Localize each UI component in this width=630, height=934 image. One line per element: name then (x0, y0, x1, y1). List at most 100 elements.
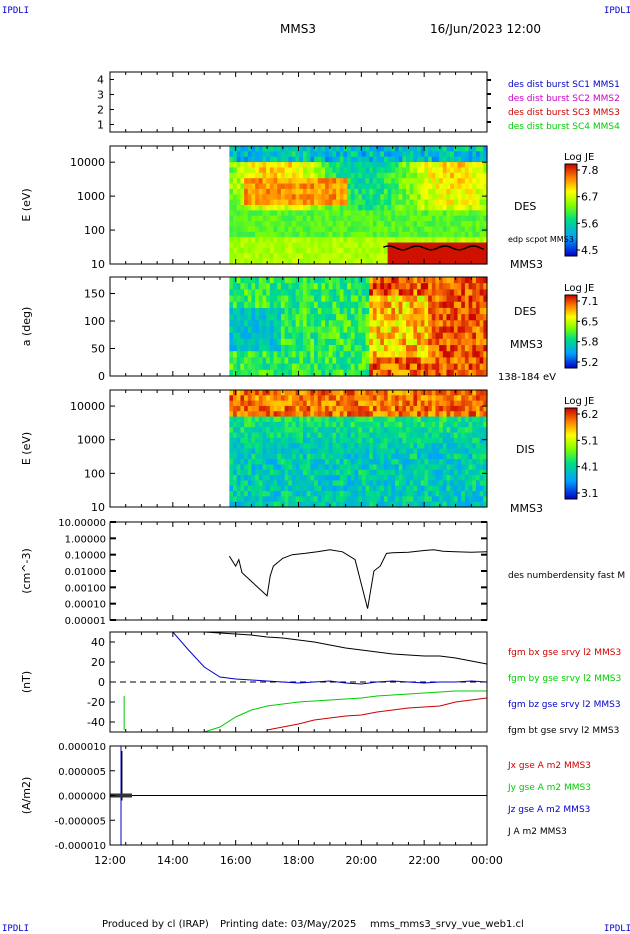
spectrogram-cell (424, 307, 429, 315)
spectrogram-cell (233, 205, 238, 211)
spectrogram-cell (450, 480, 455, 487)
spectrogram-cell (258, 295, 264, 303)
spectrogram-cell (413, 320, 418, 328)
spectrogram-cell (236, 432, 242, 439)
spectrogram-cell (332, 432, 337, 439)
spectrogram-cell (420, 167, 426, 174)
spectrogram-cell (464, 242, 470, 249)
spectrogram-cell (391, 194, 396, 201)
spectrogram-cell (251, 427, 256, 434)
spectrogram-cell (417, 231, 422, 238)
corner-tag-top-right: IPDLI (604, 6, 630, 16)
spectrogram-cell (258, 469, 264, 476)
series-line (172, 631, 488, 685)
spectrogram-cell (461, 464, 466, 471)
spectrogram-cell (461, 459, 466, 466)
spectrogram-cell (372, 199, 378, 206)
spectrogram-cell (336, 400, 341, 407)
spectrogram-cell (479, 390, 484, 396)
spectrogram-cell (328, 247, 334, 254)
spectrogram-cell (475, 480, 481, 487)
spectrogram-cell (273, 237, 278, 244)
spectrogram-cell (479, 253, 484, 260)
spectrogram-cell (229, 338, 234, 346)
spectrogram-cell (391, 320, 396, 328)
spectrogram-cell (288, 411, 293, 418)
spectrogram-cell (251, 151, 256, 158)
spectrogram-cell (428, 464, 433, 471)
spectrogram-cell (479, 188, 484, 195)
spectrogram-cell (277, 475, 282, 482)
spectrogram-cell (372, 496, 378, 503)
spectrogram-cell (269, 226, 275, 233)
spectrogram-cell (457, 242, 462, 249)
spectrogram-cell (251, 237, 256, 244)
spectrogram-cell (376, 491, 381, 497)
spectrogram-cell (280, 247, 286, 254)
spectrogram-cell (269, 464, 275, 471)
colorbar (564, 163, 578, 257)
spectrogram-cell (409, 183, 414, 190)
spectrogram-cell (240, 459, 245, 466)
spectrogram-cell (347, 437, 352, 444)
spectrogram-cell (328, 448, 334, 455)
spectrogram-cell (262, 345, 267, 352)
spectrogram-cell (269, 326, 275, 334)
spectrogram-cell (229, 301, 234, 309)
spectrogram-cell (343, 151, 348, 158)
spectrogram-cell (262, 464, 267, 471)
spectrogram-cell (299, 351, 304, 359)
spectrogram-cell (262, 427, 267, 434)
spectrogram-cell (475, 326, 481, 334)
y-tick-label: 10 (91, 258, 105, 271)
spectrogram-cell (376, 289, 381, 297)
spectrogram-cell (409, 314, 414, 321)
spectrogram-cell (479, 242, 484, 249)
spectrogram-cell (398, 448, 403, 455)
spectrogram-cell (475, 314, 481, 321)
spectrogram-cell (417, 395, 422, 402)
spectrogram-cell (262, 432, 267, 439)
spectrogram-cell (317, 491, 322, 497)
spectrogram-cell (376, 475, 381, 482)
spectrogram-cell (350, 221, 356, 228)
spectrogram-cell (284, 307, 289, 315)
spectrogram-cell (262, 183, 267, 190)
spectrogram-cell (328, 411, 334, 418)
spectrogram-cell (332, 258, 337, 265)
spectrogram-cell (383, 301, 389, 309)
spectrogram-cell (343, 183, 348, 190)
spectrogram-cell (383, 453, 389, 460)
spectrogram-cell (472, 464, 477, 471)
spectrogram-cell (350, 459, 356, 466)
spectrogram-cell (435, 395, 440, 402)
spectrogram-cell (442, 485, 448, 492)
spectrogram-cell (251, 338, 256, 346)
spectrogram-cell (376, 242, 381, 249)
spectrogram-cell (280, 421, 286, 428)
spectrogram-cell (358, 416, 363, 423)
spectrogram-cell (461, 258, 466, 265)
spectrogram-cell (439, 475, 444, 482)
spectrogram-cell (350, 464, 356, 471)
spectrogram-cell (446, 167, 451, 174)
spectrogram-cell (288, 475, 293, 482)
spectrogram-cell (336, 432, 341, 439)
spectrogram-cell (350, 289, 356, 297)
spectrogram-cell (420, 411, 426, 418)
x-tick-label: 16:00 (220, 854, 252, 867)
spectrogram-cell (302, 390, 308, 396)
spectrogram-cell (244, 332, 249, 340)
spectrogram-cell (461, 427, 466, 434)
spectrogram-cell (479, 363, 484, 371)
spectrogram-cell (321, 411, 326, 418)
spectrogram-cell (240, 491, 245, 497)
spectrogram-cell (266, 320, 271, 328)
spectrogram-cell (372, 427, 378, 434)
spectrogram-cell (339, 390, 345, 396)
spectrogram-cell (236, 283, 242, 290)
spectrogram-cell (361, 416, 367, 423)
spectrogram-cell (376, 162, 381, 169)
spectrogram-cell (284, 427, 289, 434)
spectrogram-cell (244, 194, 249, 201)
